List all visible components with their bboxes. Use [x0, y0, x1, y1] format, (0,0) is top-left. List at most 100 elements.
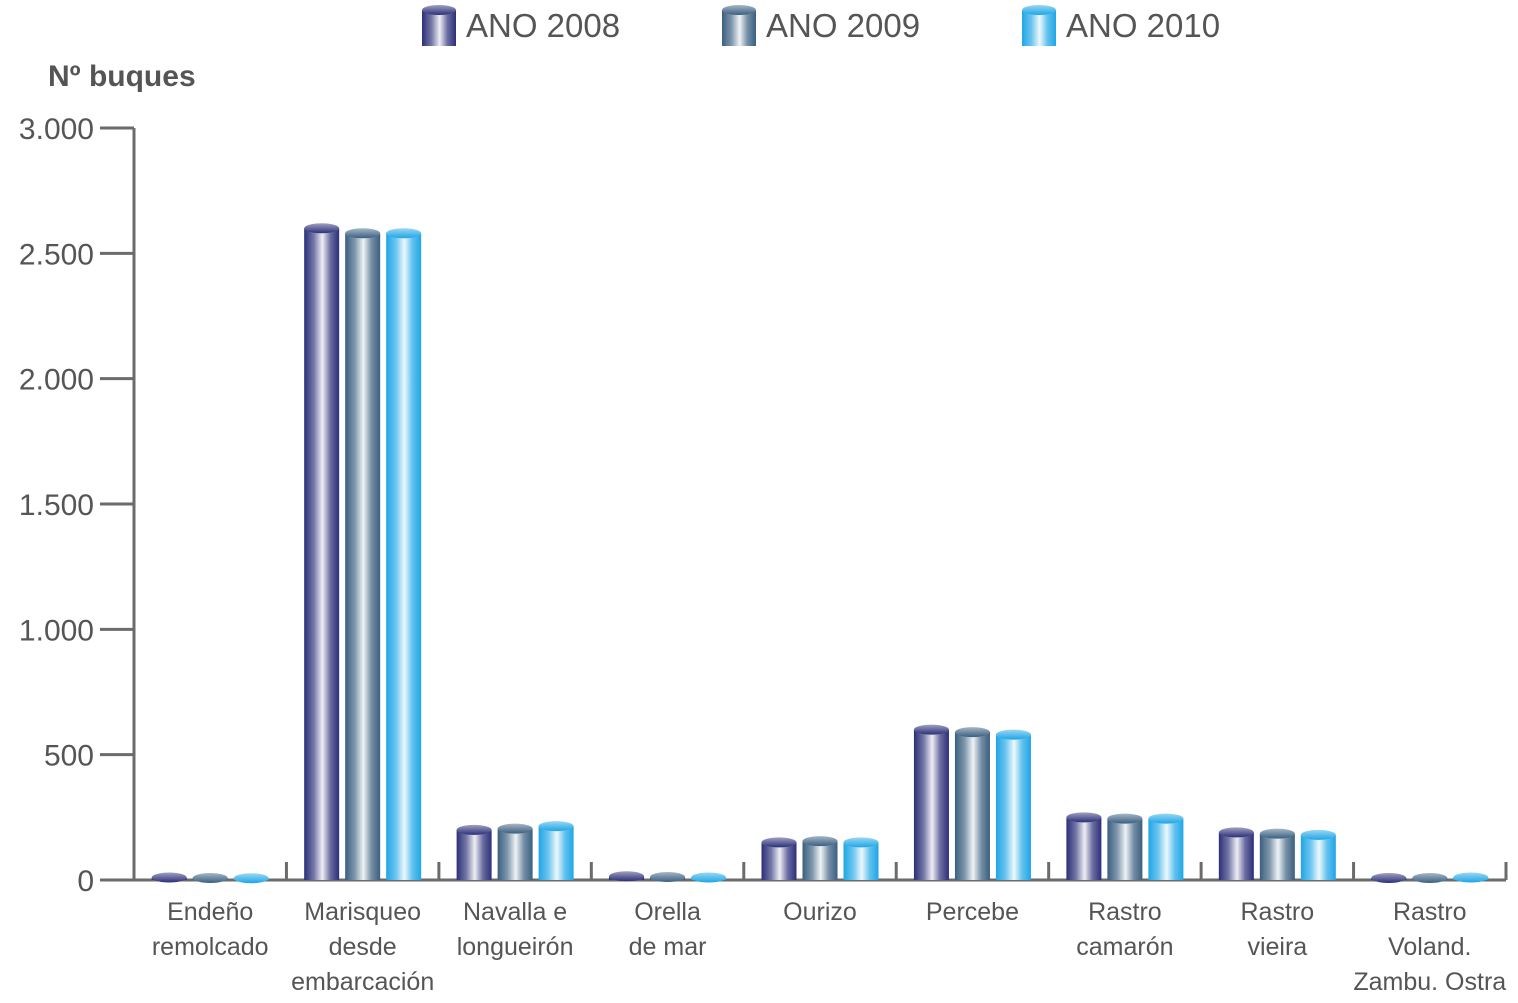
legend-item: ANO 2009: [722, 5, 920, 46]
bar-body: [304, 228, 340, 880]
bar-body: [456, 829, 492, 880]
bars: [151, 223, 1489, 884]
bar: [386, 228, 422, 880]
bar-cap: [1107, 813, 1143, 824]
bar-body: [1259, 833, 1295, 880]
bar: [1300, 829, 1336, 880]
bar-body: [761, 842, 797, 880]
x-tick-label: Percebe: [926, 898, 1019, 926]
bar-cap: [609, 871, 645, 882]
bar-body: [386, 233, 422, 880]
y-axis-label: Nº buques: [48, 60, 196, 93]
bar: [1066, 812, 1102, 880]
bar-cap: [913, 724, 949, 735]
bar: [233, 873, 269, 884]
bar-cap: [1453, 872, 1489, 883]
x-tick-label: Rastro vieira: [1241, 898, 1315, 961]
legend-item: ANO 2008: [422, 5, 620, 46]
bar-cap: [1066, 812, 1102, 823]
bar: [650, 871, 686, 882]
y-tick-label: 2.000: [19, 364, 94, 397]
bar-body: [1107, 818, 1143, 880]
legend-label: ANO 2010: [1066, 7, 1220, 44]
legend-label: ANO 2009: [766, 7, 920, 44]
bar-body: [843, 842, 879, 880]
legend-swatch-cap: [722, 5, 756, 15]
y-tick-label: 1.000: [19, 614, 94, 647]
legend-swatch: [1022, 10, 1056, 46]
bar-cap: [1259, 828, 1295, 839]
bar-cap: [1148, 813, 1184, 824]
x-tick-label: Navalla e longueirón: [457, 898, 574, 961]
bar: [304, 223, 340, 880]
bar-cap: [151, 872, 187, 883]
y-tick-label: 500: [44, 740, 94, 773]
bar-cap: [1300, 829, 1336, 840]
bar: [1453, 872, 1489, 883]
bar-cap: [1218, 827, 1254, 838]
bar-cap: [304, 223, 340, 234]
bar: [1412, 872, 1448, 883]
y-axis: 0 500 1.000 1.500 2.000 2.500 3.000: [19, 113, 136, 898]
legend-swatch-cap: [1022, 5, 1056, 15]
bar-cap: [1371, 872, 1407, 883]
bar-body: [1148, 818, 1184, 880]
bar: [538, 821, 574, 880]
legend-swatch-cap: [422, 5, 456, 15]
bar: [192, 872, 228, 883]
bar-cap: [233, 873, 269, 884]
bar: [691, 872, 727, 883]
bar-body: [1218, 832, 1254, 880]
bar-body: [954, 732, 990, 880]
bar-cap: [761, 837, 797, 848]
bar-cap: [345, 228, 381, 239]
bar-body: [1300, 834, 1336, 880]
bar-cap: [995, 729, 1031, 740]
bar: [1218, 827, 1254, 880]
bar-body: [345, 233, 381, 880]
bar-cap: [456, 824, 492, 835]
bar-cap: [691, 872, 727, 883]
x-axis: Endeño remolcado Marisqueo desde embarcación…: [100, 862, 1508, 996]
bar: [995, 729, 1031, 880]
x-tick-label: Rastro Voland. Zambu. Ostra: [1353, 898, 1506, 996]
y-tick-label: 1.500: [19, 489, 94, 522]
legend-swatch: [722, 10, 756, 46]
bar-body: [1066, 817, 1102, 880]
x-tick-label: Orella de mar: [629, 898, 707, 961]
bar-body: [497, 828, 533, 880]
x-tick-label: Marisqueo desde embarcación: [291, 898, 434, 996]
bar: [802, 836, 838, 880]
bar: [1371, 872, 1407, 883]
bar-cap: [497, 823, 533, 834]
y-tick-label: 2.500: [19, 238, 94, 271]
legend-label: ANO 2008: [466, 7, 620, 44]
x-tick-label: Ourizo: [783, 898, 857, 926]
bar: [497, 823, 533, 880]
bar-body: [538, 826, 574, 880]
bar: [1259, 828, 1295, 880]
bar: [151, 872, 187, 883]
x-tick-label: Rastro camarón: [1076, 898, 1173, 961]
bar: [761, 837, 797, 880]
bar-body: [995, 734, 1031, 880]
bar-cap: [802, 836, 838, 847]
y-tick-label: 3.000: [19, 113, 94, 146]
bar-cap: [192, 872, 228, 883]
bar: [609, 871, 645, 882]
bar-cap: [954, 727, 990, 738]
bar-cap: [538, 821, 574, 832]
bar: [345, 228, 381, 880]
bar-cap: [650, 871, 686, 882]
bar-body: [913, 729, 949, 880]
legend-item: ANO 2010: [1022, 5, 1220, 46]
bar: [843, 837, 879, 880]
y-tick-label: 0: [77, 865, 94, 898]
bar: [954, 727, 990, 880]
bar: [1107, 813, 1143, 880]
bar-body: [802, 841, 838, 880]
bar: [1148, 813, 1184, 880]
bar: [913, 724, 949, 880]
bar-cap: [1412, 872, 1448, 883]
